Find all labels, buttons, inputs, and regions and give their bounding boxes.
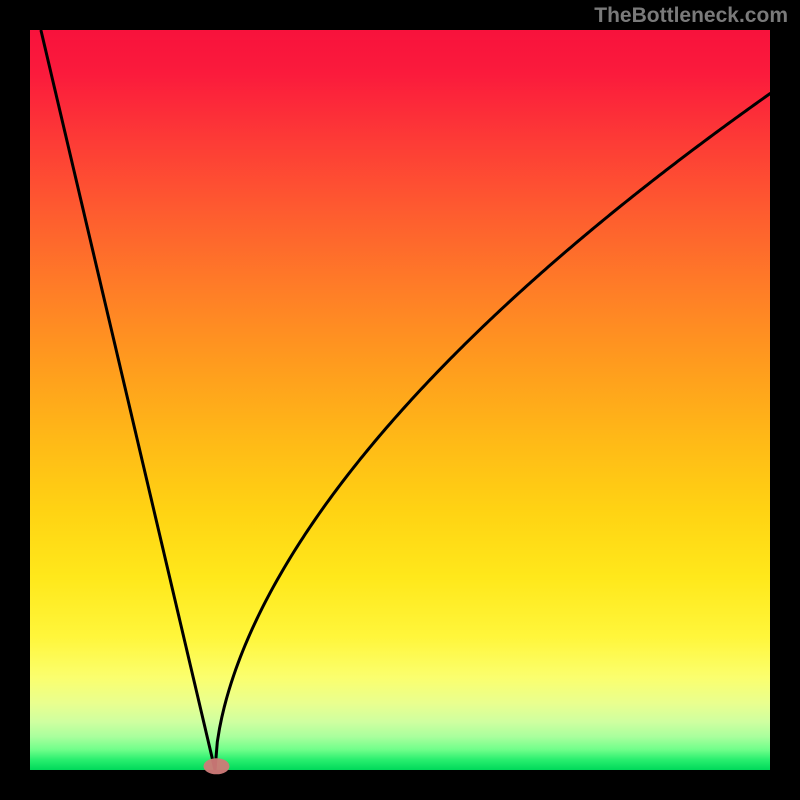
plot-gradient-background xyxy=(30,30,770,770)
chart-container: TheBottleneck.com xyxy=(0,0,800,800)
bottleneck-marker xyxy=(203,758,229,774)
watermark-text: TheBottleneck.com xyxy=(594,4,788,28)
bottleneck-chart xyxy=(0,0,800,800)
